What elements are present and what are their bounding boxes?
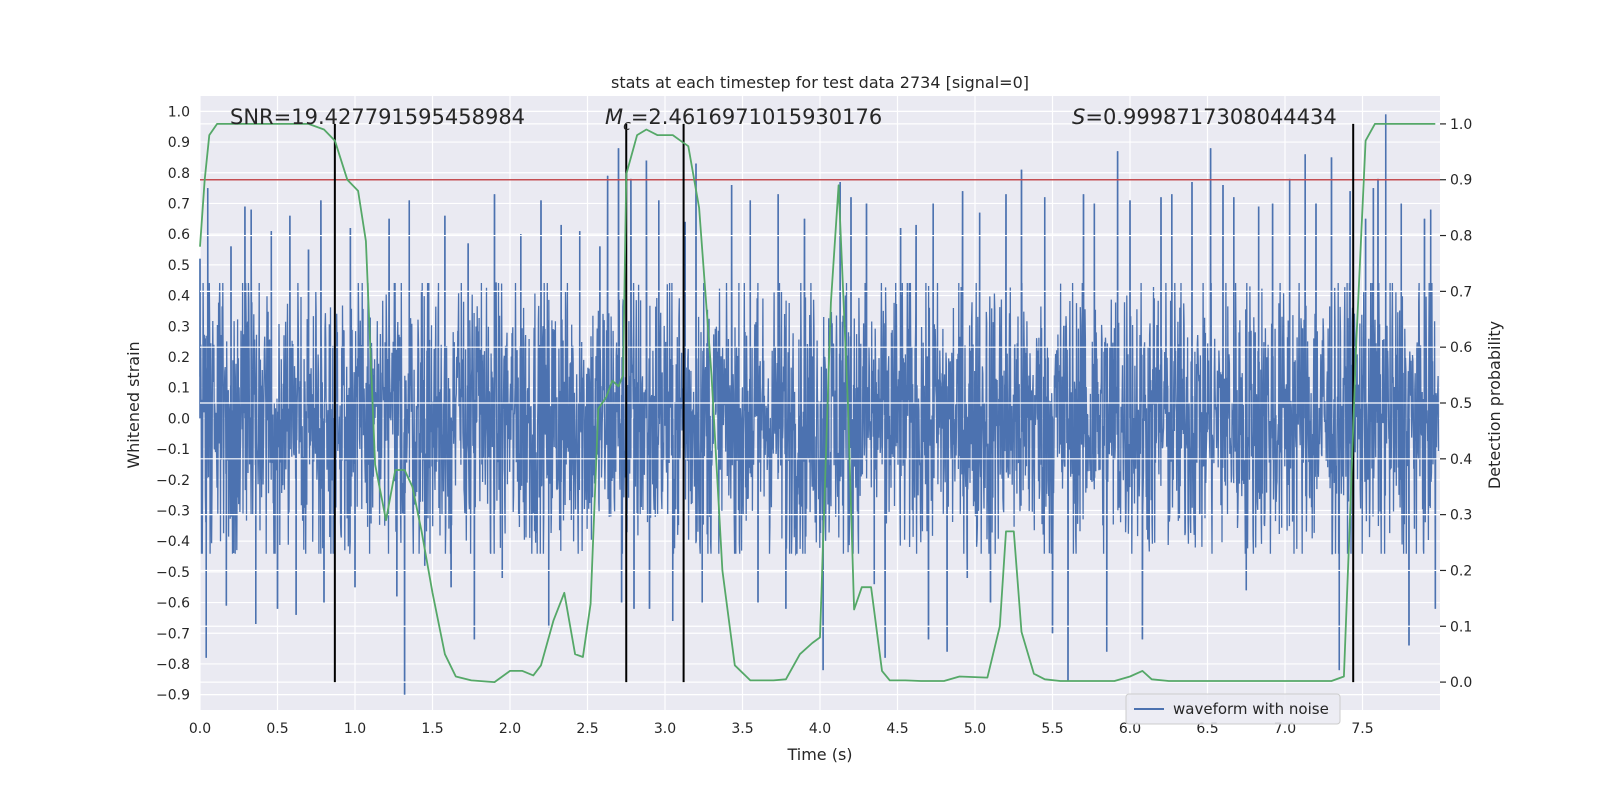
y-left-tick-label: 0.6 (168, 227, 190, 243)
x-tick-label: 1.0 (344, 721, 366, 737)
y-right-tick-label: 0.3 (1450, 508, 1472, 524)
y-left-tick-label: 0.2 (168, 350, 190, 366)
legend: waveform with noise (1125, 693, 1341, 725)
significance-annotation: S=0.9998717308044434 (1072, 105, 1337, 129)
y-axis-left-label: Whitened strain (124, 341, 143, 468)
y-axis-right-ticks: 1.0 0.9 0.8 0.7 0.6 0.5 0.4 0.3 0.2 0.1 0.0 (1440, 117, 1472, 691)
y-left-tick-label: 1.0 (168, 104, 190, 120)
x-tick-label: 1.5 (421, 721, 443, 737)
mc-subscript: c (623, 118, 631, 134)
legend-label: waveform with noise (1173, 700, 1329, 718)
chirp-mass-annotation: Mc=2.4616971015930176 (605, 105, 882, 134)
y-right-tick-label: 0.2 (1450, 563, 1472, 579)
y-axis-right-label: Detection probability (1485, 321, 1504, 489)
y-left-tick-label: −0.4 (156, 534, 190, 550)
y-left-tick-label: 0.5 (168, 258, 190, 274)
probability-line (199, 123, 1436, 683)
x-tick-label: 3.5 (731, 721, 753, 737)
x-tick-label: 4.5 (886, 721, 908, 737)
y-right-tick-label: 0.8 (1450, 229, 1472, 245)
mc-value: =2.4616971015930176 (631, 105, 882, 129)
x-axis-label: Time (s) (786, 745, 852, 764)
s-value: =0.9998717308044434 (1085, 105, 1336, 129)
y-right-tick-label: 0.4 (1450, 452, 1472, 468)
x-tick-label: 7.0 (1274, 721, 1296, 737)
strain-series (199, 114, 1440, 695)
x-tick-label: 2.0 (499, 721, 521, 737)
y-left-tick-label: −0.1 (156, 442, 190, 458)
y-left-tick-label: −0.9 (156, 688, 190, 704)
x-tick-label: 4.0 (809, 721, 831, 737)
y-left-tick-label: 0.4 (168, 289, 190, 305)
probability-series (199, 123, 1436, 683)
y-left-tick-label: −0.6 (156, 596, 190, 612)
y-left-tick-label: 0.1 (168, 381, 190, 397)
x-tick-label: 7.5 (1351, 721, 1373, 737)
snr-value: 19.427791595458984 (291, 105, 525, 129)
y-left-tick-label: 0.3 (168, 319, 190, 335)
x-tick-label: 3.0 (654, 721, 676, 737)
y-left-tick-label: 0.8 (168, 166, 190, 182)
x-axis-ticks: 0.0 0.5 1.0 1.5 2.0 2.5 3.0 3.5 4.0 4.5 5.0 5.5 6.0 6… (189, 721, 1374, 737)
y-axis-left-ticks: 1.0 0.9 0.8 0.7 0.6 0.5 0.4 0.3 0.2 0.1 0.0 −0.1 −0.… (156, 104, 190, 703)
y-right-tick-label: 0.9 (1450, 173, 1472, 189)
snr-prefix: SNR= (230, 105, 291, 129)
x-tick-label: 6.5 (1196, 721, 1218, 737)
y-left-tick-label: −0.2 (156, 473, 190, 489)
y-left-tick-label: −0.7 (156, 626, 190, 642)
s-symbol: S (1072, 105, 1085, 129)
y-right-tick-label: 0.0 (1450, 675, 1472, 691)
x-tick-label: 0.5 (266, 721, 288, 737)
y-left-tick-label: −0.8 (156, 657, 190, 673)
x-tick-label: 2.5 (576, 721, 598, 737)
y-right-tick-label: 0.6 (1450, 340, 1472, 356)
mc-symbol: M (605, 105, 623, 129)
y-left-tick-label: 0.9 (168, 135, 190, 151)
y-right-tick-label: 0.5 (1450, 396, 1472, 412)
y-right-tick-label: 0.7 (1450, 284, 1472, 300)
y-left-tick-label: 0.0 (168, 411, 190, 427)
y-left-tick-label: 0.7 (168, 196, 190, 212)
x-tick-label: 5.5 (1041, 721, 1063, 737)
x-tick-label: 0.0 (189, 721, 211, 737)
snr-annotation: SNR=19.427791595458984 (230, 105, 525, 129)
y-left-tick-label: −0.3 (156, 503, 190, 519)
x-tick-label: 6.0 (1119, 721, 1141, 737)
x-tick-label: 5.0 (964, 721, 986, 737)
y-right-tick-label: 0.1 (1450, 619, 1472, 635)
legend-box (1125, 693, 1341, 725)
chart-title: stats at each timestep for test data 273… (611, 73, 1029, 92)
y-right-tick-label: 1.0 (1450, 117, 1472, 133)
y-left-tick-label: −0.5 (156, 565, 190, 581)
